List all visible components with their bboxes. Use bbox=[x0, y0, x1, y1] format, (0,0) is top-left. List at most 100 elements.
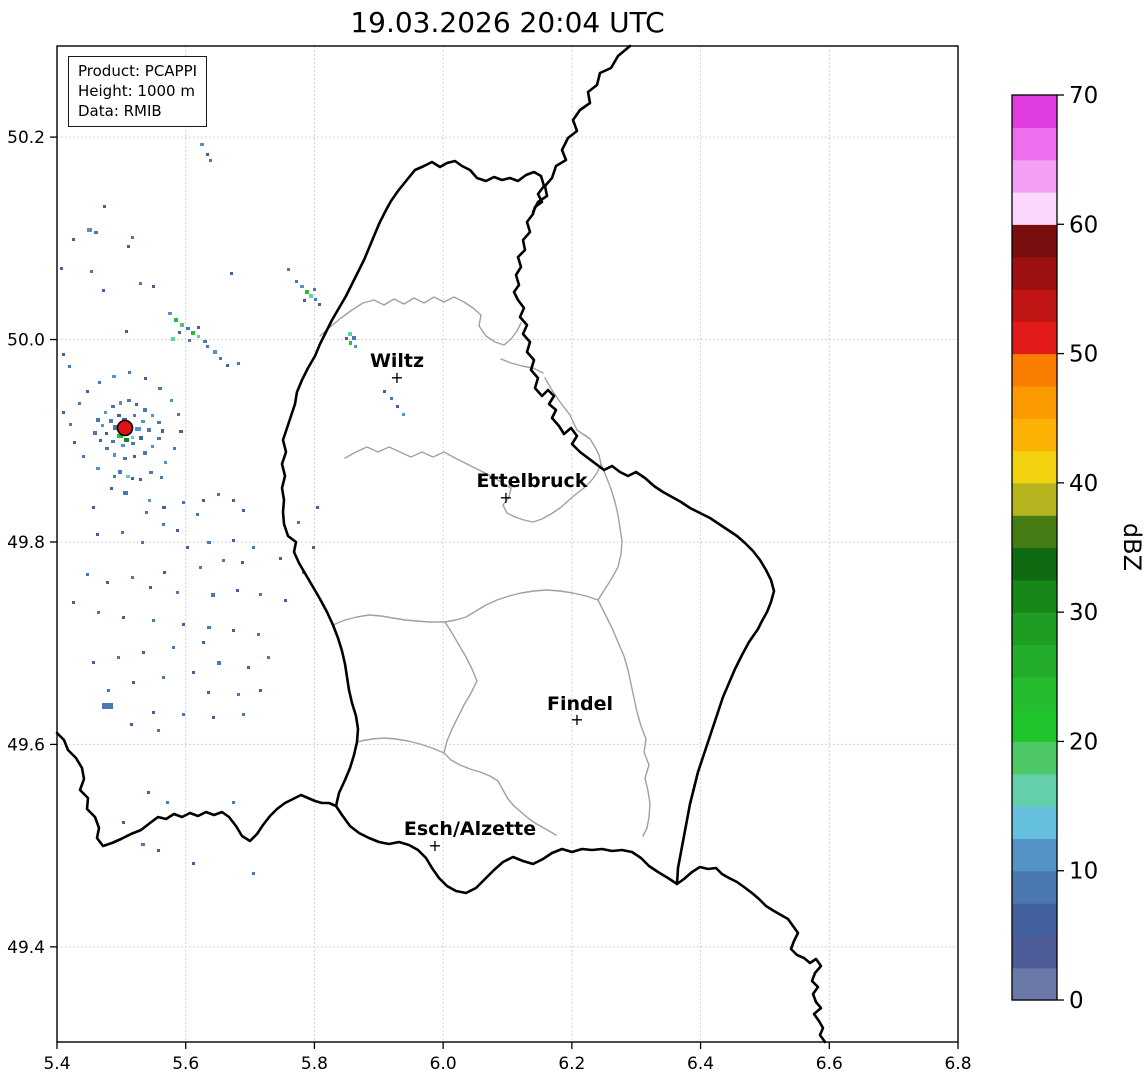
echo-pixel bbox=[122, 821, 125, 824]
colorbar-segment bbox=[1012, 418, 1057, 452]
colorbar: 0 10 20 30 40 50 60 70 dBZ bbox=[1011, 83, 1145, 1014]
y-tick-label: 49.6 bbox=[7, 735, 45, 755]
echo-pixel bbox=[68, 365, 71, 368]
y-tick-label: 49.4 bbox=[7, 938, 45, 958]
echo-pixel bbox=[252, 872, 255, 875]
colorbar-tick-label: 60 bbox=[1069, 212, 1098, 238]
canton-border-line bbox=[444, 589, 599, 623]
national-border-line bbox=[280, 159, 776, 895]
canton-border-line bbox=[319, 296, 522, 346]
echo-pixel bbox=[117, 656, 120, 659]
echo-pixel bbox=[192, 862, 195, 865]
city-labels: Wiltz+Ettelbruck+Findel+Esch/Alzette+ bbox=[370, 350, 613, 855]
echo-pixel bbox=[72, 601, 75, 604]
gridlines bbox=[56, 46, 959, 1042]
echo-pixel bbox=[111, 405, 115, 408]
national-border-line bbox=[55, 731, 338, 848]
echo-pixel bbox=[158, 387, 162, 390]
x-tick-label: 5.6 bbox=[172, 1054, 199, 1074]
colorbar-segment bbox=[1012, 515, 1057, 549]
echo-pixel bbox=[162, 523, 165, 526]
echo-pixel bbox=[103, 205, 106, 208]
colorbar-segment bbox=[1012, 547, 1057, 581]
x-tick-label: 6.4 bbox=[687, 1054, 714, 1074]
colorbar-segment bbox=[1012, 385, 1057, 419]
echo-pixel bbox=[151, 445, 154, 448]
echo-pixel bbox=[180, 323, 184, 327]
echo-pixel bbox=[62, 411, 65, 414]
colorbar-segment bbox=[1012, 127, 1057, 161]
canton-border-line bbox=[356, 737, 445, 754]
echo-pixel bbox=[130, 723, 133, 726]
echo-pixel bbox=[73, 441, 76, 444]
colorbar-axis-label: dBZ bbox=[1118, 523, 1145, 571]
echo-pixel bbox=[151, 414, 154, 417]
echo-pixel bbox=[96, 418, 100, 422]
echo-pixel bbox=[219, 357, 222, 360]
echo-pixel bbox=[295, 280, 298, 283]
echo-pixel bbox=[349, 341, 352, 345]
echo-pixel bbox=[171, 337, 175, 341]
echo-pixel bbox=[99, 439, 102, 442]
echo-pixel bbox=[202, 641, 205, 644]
echo-pixel bbox=[242, 509, 245, 512]
echo-pixel bbox=[199, 566, 202, 569]
echo-pixel bbox=[60, 267, 63, 270]
echo-pixel bbox=[126, 475, 130, 478]
echo-pixel bbox=[178, 331, 181, 334]
echo-pixel bbox=[182, 501, 185, 504]
echo-pixel bbox=[157, 437, 161, 440]
echo-pixel bbox=[113, 475, 116, 478]
echo-pixel bbox=[202, 499, 205, 502]
echo-pixel bbox=[197, 326, 200, 329]
echo-pixel bbox=[90, 270, 93, 273]
echo-pixel bbox=[94, 231, 98, 234]
colorbar-tick-label: 0 bbox=[1069, 988, 1084, 1014]
colorbar-segment bbox=[1012, 288, 1057, 322]
city-marker: + bbox=[499, 488, 512, 507]
info-height: Height: 1000 m bbox=[78, 82, 195, 101]
echo-pixel bbox=[345, 337, 348, 340]
colorbar-segment bbox=[1012, 191, 1057, 225]
echo-pixel bbox=[186, 546, 189, 549]
colorbar-tick-label: 10 bbox=[1069, 859, 1098, 885]
plot-title: 19.03.2026 20:04 UTC bbox=[350, 6, 665, 39]
echo-pixel bbox=[141, 541, 144, 544]
echo-pixel bbox=[247, 666, 250, 669]
echo-pixel bbox=[107, 689, 110, 692]
echo-pixel bbox=[232, 629, 235, 632]
echo-pixel bbox=[179, 430, 183, 433]
echo-pixel bbox=[93, 431, 97, 435]
canton-border-line bbox=[344, 434, 602, 523]
colorbar-outline bbox=[1011, 94, 1058, 1001]
echo-pixel bbox=[312, 546, 315, 549]
echo-pixel bbox=[144, 377, 147, 380]
echo-pixel bbox=[226, 364, 229, 367]
echo-pixel bbox=[170, 399, 173, 402]
colorbar-segment bbox=[1012, 353, 1057, 387]
colorbar-segment bbox=[1012, 612, 1057, 646]
colorbar-segment bbox=[1012, 709, 1057, 743]
echo-pixel bbox=[62, 353, 65, 356]
colorbar-segment bbox=[1012, 159, 1057, 193]
echo-pixel bbox=[305, 290, 309, 294]
echo-pixel bbox=[303, 299, 306, 302]
echo-pixel bbox=[212, 716, 215, 719]
info-product: Product: PCAPPI bbox=[78, 62, 198, 80]
echo-pixel bbox=[96, 533, 99, 536]
echo-pixel bbox=[203, 340, 207, 343]
echo-pixel bbox=[111, 440, 115, 443]
echo-pixel bbox=[127, 245, 130, 248]
echo-pixel bbox=[402, 413, 405, 416]
echo-pixel bbox=[192, 671, 195, 674]
echo-pixel bbox=[124, 438, 129, 442]
colorbar-segment bbox=[1012, 95, 1057, 128]
echo-pixel bbox=[287, 268, 290, 271]
echo-pixel bbox=[82, 455, 85, 458]
colorbar-segment bbox=[1012, 967, 1057, 1001]
echo-pixel bbox=[113, 453, 116, 457]
echo-pixel bbox=[162, 676, 165, 679]
echo-pixel bbox=[131, 442, 135, 445]
echo-pixel bbox=[131, 477, 134, 480]
